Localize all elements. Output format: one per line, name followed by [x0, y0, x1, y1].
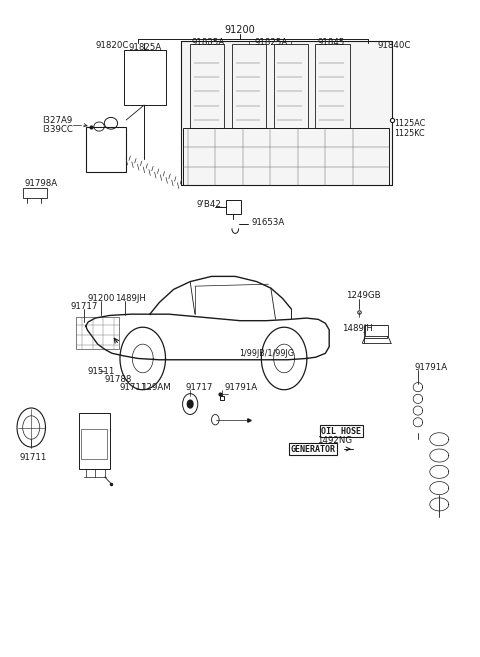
- Text: OIL HOSE: OIL HOSE: [321, 427, 361, 436]
- Bar: [81, 430, 107, 459]
- Text: 1/99JB/1/99JG: 1/99JB/1/99JG: [239, 349, 294, 358]
- Circle shape: [187, 400, 193, 408]
- Text: 91791A: 91791A: [415, 363, 448, 372]
- Bar: [226, 200, 241, 214]
- Bar: [183, 128, 389, 185]
- Bar: [364, 325, 387, 338]
- Bar: [76, 317, 119, 350]
- Bar: [180, 41, 392, 185]
- Text: 91788: 91788: [105, 374, 132, 384]
- Text: 9'B42: 9'B42: [196, 200, 221, 209]
- Text: 91511: 91511: [87, 367, 115, 376]
- Text: GENERATOR: GENERATOR: [290, 445, 335, 453]
- Bar: [23, 189, 48, 198]
- Text: 91791A: 91791A: [225, 382, 258, 392]
- Text: 129AM: 129AM: [141, 382, 171, 392]
- Text: 91835A: 91835A: [191, 38, 224, 47]
- Text: 91840C: 91840C: [378, 41, 411, 51]
- Text: 91717: 91717: [71, 302, 98, 311]
- Text: 91820C: 91820C: [95, 41, 129, 51]
- Text: 91200: 91200: [87, 294, 115, 303]
- Text: 91711: 91711: [119, 382, 146, 392]
- Text: 91711: 91711: [20, 453, 47, 462]
- Text: 1249GB: 1249GB: [346, 292, 381, 300]
- Text: 91798A: 91798A: [24, 179, 58, 189]
- Text: I327A9: I327A9: [42, 116, 72, 125]
- Text: 1125KC: 1125KC: [394, 129, 425, 137]
- Text: I339CC: I339CC: [42, 125, 72, 133]
- Bar: [190, 45, 224, 128]
- Bar: [232, 45, 266, 128]
- Bar: [79, 413, 109, 468]
- Bar: [124, 51, 167, 105]
- Bar: [274, 45, 308, 128]
- Text: 91653A: 91653A: [252, 218, 285, 227]
- Bar: [365, 325, 388, 336]
- Text: 91717: 91717: [185, 382, 213, 392]
- Text: 1489JH: 1489JH: [116, 294, 146, 303]
- Bar: [180, 41, 392, 185]
- Bar: [86, 127, 126, 172]
- Text: 1492NG: 1492NG: [317, 436, 352, 445]
- Text: 91825A: 91825A: [129, 43, 162, 52]
- Text: 1489JH: 1489JH: [342, 324, 372, 333]
- Bar: [315, 45, 349, 128]
- Text: 91200: 91200: [225, 25, 255, 35]
- Text: 91825A: 91825A: [254, 38, 288, 47]
- Text: 91845: 91845: [318, 38, 345, 47]
- Text: 1125AC: 1125AC: [394, 120, 425, 129]
